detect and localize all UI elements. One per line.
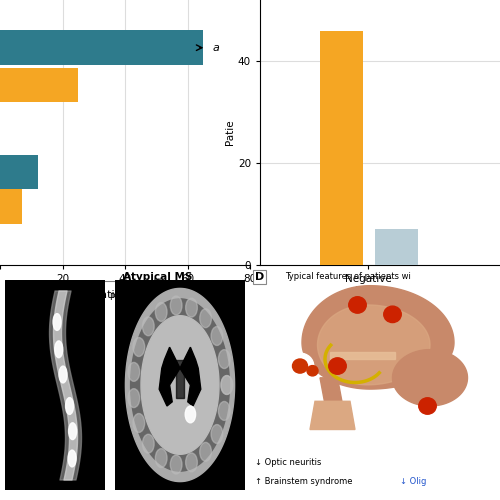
Circle shape	[221, 376, 232, 394]
Circle shape	[200, 308, 211, 328]
Polygon shape	[310, 402, 355, 429]
Polygon shape	[320, 378, 345, 418]
Circle shape	[170, 296, 182, 315]
Circle shape	[142, 317, 154, 336]
Circle shape	[307, 366, 318, 376]
Circle shape	[349, 296, 366, 313]
Bar	[375, 230, 418, 265]
Polygon shape	[392, 350, 468, 406]
Circle shape	[211, 326, 223, 345]
Circle shape	[185, 406, 196, 423]
Circle shape	[66, 398, 74, 414]
Y-axis label: Patie: Patie	[225, 120, 235, 146]
Circle shape	[59, 366, 67, 383]
Circle shape	[156, 302, 167, 322]
Text: ↑ Brainstem syndrome: ↑ Brainstem syndrome	[255, 476, 352, 486]
Text: a: a	[212, 42, 220, 52]
Circle shape	[329, 358, 346, 374]
Polygon shape	[141, 316, 219, 454]
Circle shape	[128, 362, 140, 382]
Circle shape	[200, 442, 211, 462]
Text: with MOG-IgA: with MOG-IgA	[5, 350, 72, 360]
Polygon shape	[302, 286, 454, 389]
Text: ↓ Olig: ↓ Olig	[400, 476, 426, 486]
Circle shape	[286, 353, 314, 379]
Polygon shape	[180, 347, 201, 406]
X-axis label: Patients, %: Patients, %	[94, 290, 156, 300]
Bar	[0, 68, 78, 102]
Circle shape	[218, 402, 230, 420]
Circle shape	[68, 423, 76, 440]
Circle shape	[292, 359, 308, 373]
Circle shape	[186, 453, 198, 472]
Circle shape	[170, 455, 182, 474]
Bar	[320, 30, 363, 265]
Circle shape	[142, 434, 154, 453]
Text: Periventricular lesion: Periventricular lesion	[110, 293, 206, 302]
Circle shape	[419, 398, 436, 414]
Bar	[0, 30, 203, 65]
Polygon shape	[330, 352, 395, 359]
Bar	[0, 155, 38, 190]
Circle shape	[133, 414, 144, 432]
Circle shape	[211, 424, 223, 444]
Circle shape	[218, 350, 230, 368]
Text: ↓ Optic neuritis: ↓ Optic neuritis	[255, 458, 322, 466]
Circle shape	[53, 314, 61, 330]
Text: D: D	[255, 272, 264, 282]
Circle shape	[384, 306, 401, 322]
Circle shape	[128, 388, 140, 407]
Polygon shape	[126, 288, 234, 482]
Circle shape	[156, 448, 167, 468]
Text: Atypical MS: Atypical MS	[123, 272, 192, 282]
Polygon shape	[130, 299, 230, 471]
Polygon shape	[159, 347, 180, 406]
Polygon shape	[176, 360, 184, 398]
Bar	[0, 190, 22, 224]
Text: Typical features of patients wi: Typical features of patients wi	[285, 272, 411, 281]
Circle shape	[186, 298, 198, 317]
Circle shape	[68, 450, 76, 467]
Circle shape	[221, 376, 232, 394]
Circle shape	[55, 341, 63, 357]
Polygon shape	[318, 305, 430, 385]
Circle shape	[133, 338, 144, 356]
